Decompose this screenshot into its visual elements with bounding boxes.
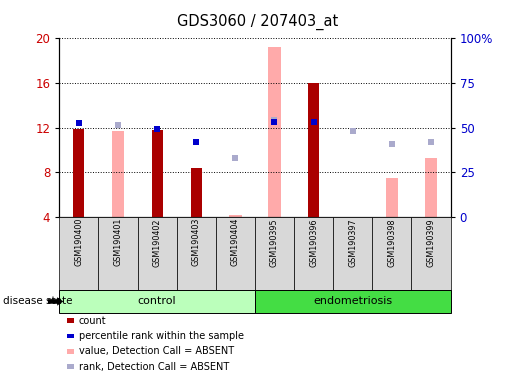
Bar [151, 130, 163, 217]
Text: GSM190399: GSM190399 [426, 218, 436, 267]
Text: GSM190396: GSM190396 [309, 218, 318, 266]
Text: percentile rank within the sample: percentile rank within the sample [79, 331, 244, 341]
Bar [73, 129, 84, 217]
Text: GSM190403: GSM190403 [192, 218, 201, 266]
Text: disease state: disease state [3, 296, 72, 306]
Bar [268, 47, 281, 217]
Text: GSM190401: GSM190401 [113, 218, 123, 266]
Bar [308, 83, 319, 217]
Text: GSM190404: GSM190404 [231, 218, 240, 266]
Text: GDS3060 / 207403_at: GDS3060 / 207403_at [177, 13, 338, 30]
Text: GSM190400: GSM190400 [74, 218, 83, 266]
Text: GSM190397: GSM190397 [348, 218, 357, 267]
Bar [191, 168, 202, 217]
Bar [229, 215, 242, 217]
Text: value, Detection Call = ABSENT: value, Detection Call = ABSENT [79, 346, 234, 356]
Bar [386, 178, 398, 217]
Text: GSM190398: GSM190398 [387, 218, 397, 266]
Text: rank, Detection Call = ABSENT: rank, Detection Call = ABSENT [79, 362, 229, 372]
Text: endometriosis: endometriosis [313, 296, 392, 306]
Text: control: control [138, 296, 176, 306]
Text: GSM190395: GSM190395 [270, 218, 279, 267]
Text: count: count [79, 316, 107, 326]
Bar [425, 158, 437, 217]
Bar [112, 131, 124, 217]
Text: GSM190402: GSM190402 [152, 218, 162, 266]
